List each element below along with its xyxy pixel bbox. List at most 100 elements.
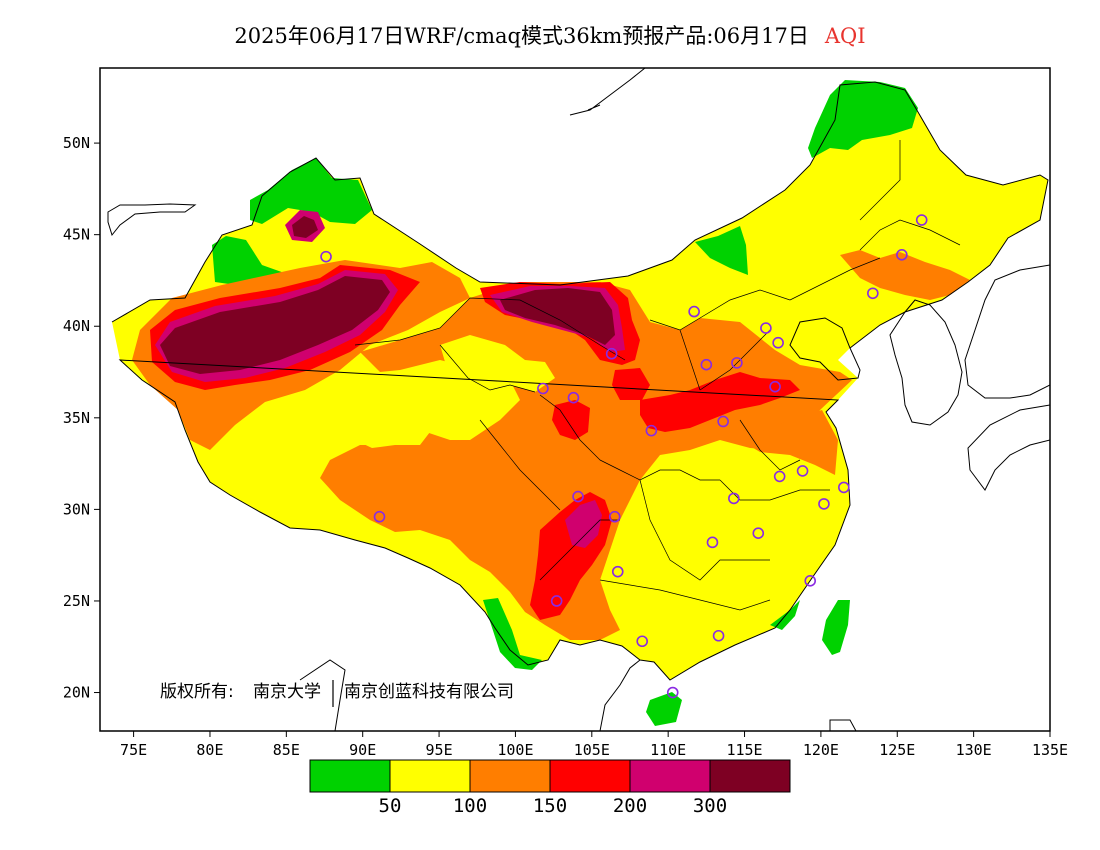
sakhalin-coastline [569,68,646,116]
station-marker [700,358,713,371]
x-tick-label: 120E [803,741,839,759]
aqi-region-green-northeast [808,80,918,158]
colorbar-bin [469,759,551,793]
station-marker [611,565,624,578]
caspian-coastline [107,203,197,237]
southeast-asia-coastline [299,659,857,731]
aqi-region-yellow-qinghai [440,335,555,392]
aqi-region-yellow-tibet-south [348,395,430,448]
station-marker [550,595,563,607]
station-marker [688,305,700,318]
y-tick-label: 40N [63,317,90,335]
station-marker [772,336,784,349]
y-tick-label: 30N [63,500,90,518]
colorbar-label: 300 [693,795,727,817]
station-marker [818,498,830,510]
x-tick-label: 115E [726,741,762,759]
colorbar-label: 150 [533,795,567,817]
colorbar-label: 200 [613,795,647,817]
aqi-region-green-fujian-coast [770,600,800,630]
station-marker [760,322,772,334]
station-marker [773,470,786,483]
plot-frame [99,67,1051,732]
colorbar-bin [629,759,711,793]
y-tick-label: 20N [63,684,90,702]
x-tick-label: 130E [956,741,992,759]
aqi-region-red-shanxi [612,368,650,400]
x-tick-label: 75E [120,741,147,759]
china-national-border [111,81,1049,681]
station-marker [373,510,386,523]
colorbar-bin [709,759,791,793]
station-marker [896,249,908,261]
copyright-notice: 版权所有: 南京大学 南京创蓝科技有限公司 [160,680,514,707]
aqi-region-green-xinjiang-north [250,158,372,224]
title-variable: AQI [824,24,866,48]
aqi-region-maroon-ordos [500,288,615,345]
y-tick-label: 35N [63,409,90,427]
station-marker [572,490,584,503]
station-marker [915,214,928,226]
aqi-region-red-gansu [552,400,590,440]
station-marker [320,250,332,263]
aqi-region-green-west [212,236,290,285]
y-tick-label: 45N [63,226,90,244]
station-marker [605,347,618,360]
station-marker [567,391,580,404]
x-tick-label: 125E [879,741,915,759]
colorbar-label: 100 [453,795,487,817]
colorbar-bin [549,759,631,793]
x-tick-label: 135E [1032,741,1068,759]
map-title: 2025年06月17日WRF/cmaq模式36km预报产品:06月17日 AQI [0,20,1100,50]
station-marker [867,287,879,300]
colorbar-bin [389,759,471,793]
aqi-region-maroon-taklamakan [160,276,390,374]
title-main: 2025年06月17日WRF/cmaq模式36km预报产品:06月17日 [234,24,809,48]
station-marker [645,424,658,437]
aqi-region-orange-central [320,282,852,640]
station-marker [706,536,719,549]
aqi-region-orange-east [740,410,838,475]
colorbar-bin [309,759,391,793]
aqi-region-green-taiwan [822,600,850,655]
x-tick-label: 105E [574,741,610,759]
boundaries [107,68,1050,731]
x-axis: 75E 80E 85E 90E 95E 100E 105E 110E 115E 120E 125E 1… [120,731,1068,759]
aqi-region-maroon-north [292,216,318,238]
station-marker [636,635,649,648]
copyright-prefix: 版权所有: [160,682,234,702]
aqi-region-orange-northeast [840,250,970,300]
aqi-region-green-inner-mongolia [695,226,748,275]
korea-coastline [889,299,963,426]
station-marker [752,527,765,539]
y-tick-label: 50N [63,134,90,152]
aqi-region-magenta-sichuan [565,500,602,548]
copyright-owner-2: 南京创蓝科技有限公司 [344,682,514,702]
copyright-owner-1: 南京大学 [253,682,321,702]
station-marker [804,575,817,587]
x-tick-label: 110E [650,741,686,759]
station-marker [608,510,621,523]
x-tick-label: 100E [497,741,533,759]
station-marker [796,465,809,477]
x-tick-label: 85E [273,741,300,759]
x-tick-label: 90E [349,741,376,759]
station-marker [717,415,729,428]
colorbar-label: 50 [379,795,402,817]
x-tick-label: 95E [426,741,453,759]
y-tick-label: 25N [63,592,90,610]
station-marker [731,357,743,369]
aqi-field [112,80,1048,726]
aqi-colorbar: 50 100 150 200 300 [309,759,791,817]
station-marker [712,629,725,642]
station-marker [838,481,850,494]
station-marker [769,380,781,393]
station-marker [728,492,740,505]
aqi-region-green-yunnan [483,598,542,670]
x-tick-label: 80E [196,741,223,759]
japan-coastline [964,264,1050,491]
bohai-coastline [789,317,861,381]
y-axis: 50N 45N 40N 35N 30N 25N 20N [63,134,100,702]
aqi-region-red-north-china-plain [640,372,800,432]
